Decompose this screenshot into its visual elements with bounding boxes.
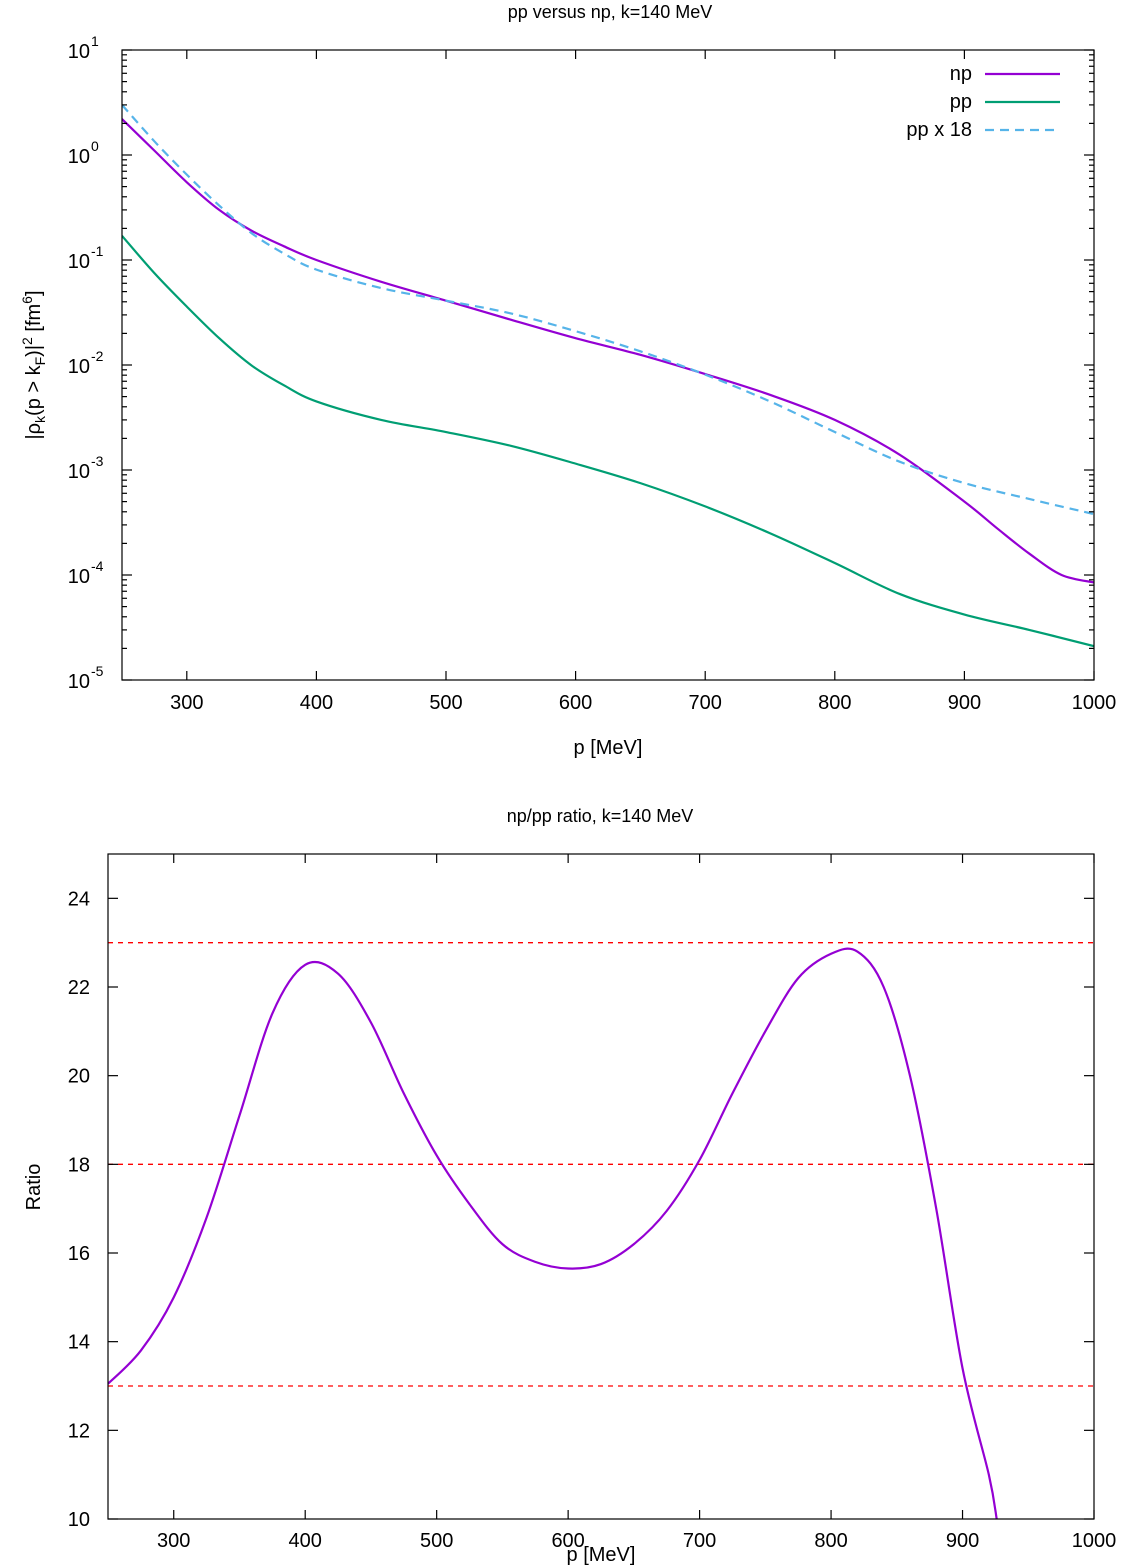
y-tick-label: 20 (68, 1066, 90, 1088)
legend-label-np: np (950, 63, 972, 85)
x-tick-label: 700 (689, 692, 722, 714)
y-tick-label: 10 (68, 671, 90, 693)
x-tick-label: 900 (946, 1530, 979, 1552)
ylabel-part: ] (23, 290, 45, 296)
ylabel-sub: k (32, 415, 48, 423)
x-tick-label: 600 (559, 692, 592, 714)
x-tick-label: 500 (420, 1530, 453, 1552)
x-tick-label: 600 (551, 1530, 584, 1552)
y-tick-exponent: -5 (91, 663, 104, 679)
ylabel-sup: 2 (19, 337, 35, 345)
top-chart: pp versus np, k=140 MeV 300 400 500 600 700 8… (19, 2, 1116, 759)
bottom-x-axis-label: p [MeV] (567, 1544, 636, 1566)
x-tick-label: 700 (683, 1530, 716, 1552)
y-tick-exponent: 0 (91, 138, 99, 154)
bottom-plot-frame (107, 853, 1095, 1520)
x-tick-label: 400 (300, 692, 333, 714)
y-tick-label: 10 (68, 41, 90, 63)
bottom-y-axis: 10 12 14 16 18 20 22 24 (68, 888, 1094, 1531)
y-tick-exponent: -3 (91, 453, 104, 469)
x-tick-label: 1000 (1072, 692, 1117, 714)
x-tick-label: 1000 (1072, 1530, 1117, 1552)
ylabel-sub: F (32, 357, 48, 366)
series-line-np (122, 118, 1094, 584)
y-tick-exponent: -2 (91, 348, 104, 364)
bottom-series-layer (108, 947, 998, 1519)
ylabel-sup: 6 (19, 296, 35, 304)
x-tick-label: 900 (948, 692, 981, 714)
top-x-axis-label: p [MeV] (574, 737, 643, 759)
y-tick-label: 24 (68, 888, 90, 910)
legend-label-pp-x-18: pp x 18 (906, 119, 972, 141)
top-chart-title: pp versus np, k=140 MeV (508, 2, 713, 22)
y-tick-label: 16 (68, 1243, 90, 1265)
x-tick-label: 800 (818, 692, 851, 714)
ylabel-part: [fm (23, 304, 45, 337)
ylabel-part: )| (23, 345, 45, 357)
bottom-y-axis-label: Ratio (23, 1164, 45, 1211)
series-line-pp (122, 235, 1094, 648)
y-tick-label: 18 (68, 1154, 90, 1176)
ylabel-part: (p > k (23, 364, 45, 416)
top-plot-frame (121, 49, 1095, 681)
y-tick-exponent: 1 (91, 33, 99, 49)
x-tick-label: 300 (170, 692, 203, 714)
y-tick-label: 10 (68, 251, 90, 273)
legend: np pp pp x 18 (906, 63, 1060, 141)
series-line-pp-x-18 (122, 104, 1094, 516)
x-tick-label: 500 (429, 692, 462, 714)
y-tick-label: 14 (68, 1332, 90, 1354)
bottom-x-axis: 300 400 500 600 700 800 900 1000 (157, 854, 1116, 1552)
bottom-chart-title: np/pp ratio, k=140 MeV (507, 806, 694, 826)
x-tick-label: 800 (814, 1530, 847, 1552)
y-tick-label: 10 (68, 356, 90, 378)
reference-lines (108, 942, 1094, 1387)
y-tick-label: 12 (68, 1420, 90, 1442)
ylabel-part: |ρ (23, 423, 45, 440)
top-x-axis: 300 400 500 600 700 800 900 1000 (170, 50, 1116, 714)
y-tick-label: 10 (68, 461, 90, 483)
y-tick-label: 22 (68, 977, 90, 999)
y-tick-exponent: -4 (91, 558, 104, 574)
bottom-chart: np/pp ratio, k=140 MeV 300 400 500 600 700 80… (23, 806, 1116, 1566)
ratio-line (108, 947, 998, 1519)
y-tick-label: 10 (68, 1509, 90, 1531)
y-tick-exponent: -1 (91, 243, 104, 259)
y-tick-label: 10 (68, 566, 90, 588)
top-series-layer (122, 104, 1094, 648)
y-tick-label: 10 (68, 146, 90, 168)
x-tick-label: 300 (157, 1530, 190, 1552)
top-y-axis-label: |ρk(p > kF)|2 [fm6] (19, 290, 48, 439)
x-tick-label: 400 (289, 1530, 322, 1552)
legend-label-pp: pp (950, 91, 972, 113)
